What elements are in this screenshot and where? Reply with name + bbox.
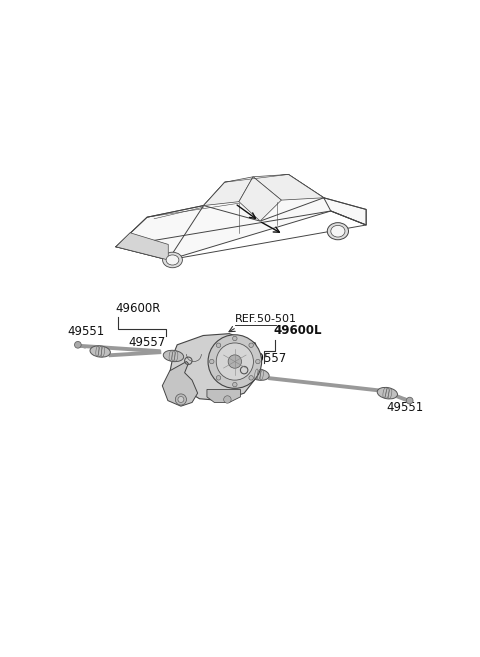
- Text: 49557: 49557: [250, 352, 287, 365]
- Circle shape: [256, 359, 260, 364]
- Text: 49557: 49557: [129, 336, 166, 348]
- Polygon shape: [239, 177, 281, 221]
- Ellipse shape: [163, 350, 184, 361]
- Circle shape: [216, 343, 253, 380]
- Text: 49600R: 49600R: [115, 302, 160, 315]
- Text: 49551: 49551: [386, 401, 424, 414]
- Ellipse shape: [331, 225, 345, 237]
- Circle shape: [228, 355, 241, 368]
- Circle shape: [216, 376, 221, 380]
- Text: 49551: 49551: [67, 325, 105, 338]
- Polygon shape: [116, 175, 366, 260]
- Polygon shape: [204, 177, 253, 206]
- Ellipse shape: [377, 388, 397, 399]
- Polygon shape: [116, 233, 168, 260]
- Polygon shape: [162, 361, 198, 406]
- Circle shape: [178, 397, 184, 403]
- Circle shape: [208, 335, 262, 388]
- Circle shape: [233, 382, 237, 387]
- Circle shape: [216, 343, 221, 348]
- Ellipse shape: [249, 369, 269, 380]
- Ellipse shape: [163, 252, 182, 268]
- Ellipse shape: [90, 346, 110, 357]
- Circle shape: [249, 376, 253, 380]
- Ellipse shape: [166, 255, 179, 265]
- Circle shape: [74, 342, 81, 348]
- Circle shape: [224, 396, 231, 403]
- Polygon shape: [253, 175, 324, 200]
- Text: 49600L: 49600L: [274, 325, 323, 337]
- Circle shape: [210, 359, 214, 364]
- Circle shape: [175, 394, 186, 405]
- Polygon shape: [170, 334, 259, 401]
- Polygon shape: [207, 390, 240, 403]
- Circle shape: [233, 336, 237, 341]
- Circle shape: [249, 343, 253, 348]
- Text: REF.50-501: REF.50-501: [235, 314, 297, 325]
- Ellipse shape: [327, 223, 348, 240]
- Circle shape: [407, 397, 413, 404]
